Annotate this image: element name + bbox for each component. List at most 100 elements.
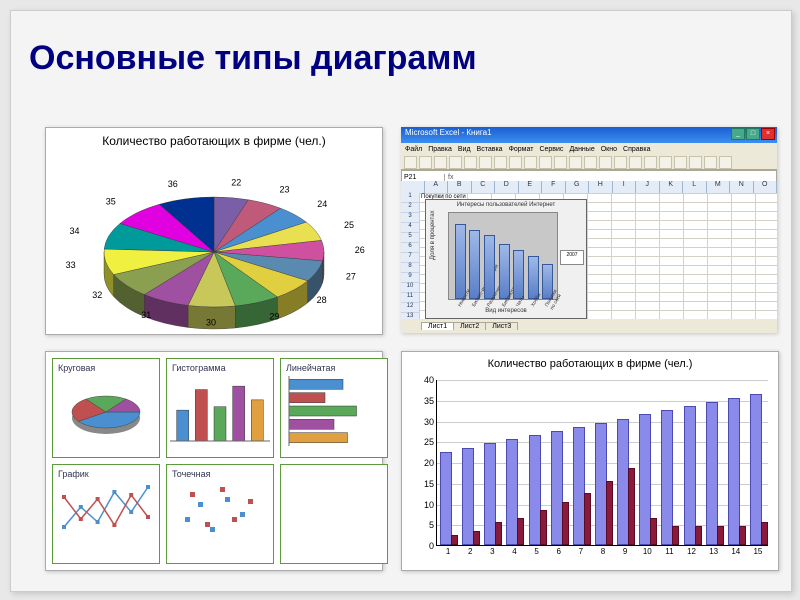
row-header[interactable]: 7 bbox=[401, 253, 419, 263]
sheet-tab[interactable]: Лист1 bbox=[421, 322, 454, 330]
row-header[interactable]: 8 bbox=[401, 263, 419, 273]
row-header[interactable]: 4 bbox=[401, 223, 419, 233]
maximize-button[interactable]: □ bbox=[746, 128, 760, 140]
x-tick-label: 4 bbox=[512, 545, 516, 556]
sheet-tab[interactable]: Лист2 bbox=[453, 322, 486, 330]
toolbar-button[interactable] bbox=[569, 156, 582, 169]
column-header[interactable]: A bbox=[425, 181, 449, 193]
column-header[interactable]: O bbox=[754, 181, 778, 193]
embedded-bar bbox=[484, 235, 495, 299]
toolbar-button[interactable] bbox=[419, 156, 432, 169]
pie-chart-plot: 222324252627282930313233343536 bbox=[46, 150, 382, 330]
excel-embedded-chart[interactable]: Интересы пользователей Интернет Доля в п… bbox=[425, 199, 587, 319]
minimize-button[interactable]: _ bbox=[731, 128, 745, 140]
toolbar-button[interactable] bbox=[434, 156, 447, 169]
toolbar-button[interactable] bbox=[464, 156, 477, 169]
bar-series-2 bbox=[761, 522, 768, 545]
chart-type-cell: Круговая bbox=[52, 358, 160, 458]
chart-type-preview bbox=[284, 376, 384, 446]
row-header[interactable]: 1 bbox=[401, 193, 419, 203]
toolbar-button[interactable] bbox=[524, 156, 537, 169]
x-tick-label: 2 bbox=[468, 545, 472, 556]
column-header[interactable]: J bbox=[636, 181, 660, 193]
column-header[interactable]: C bbox=[472, 181, 496, 193]
column-header[interactable]: G bbox=[566, 181, 590, 193]
excel-menu-item[interactable]: Вставка bbox=[477, 146, 503, 153]
excel-formula-fx: fx bbox=[445, 174, 456, 181]
column-header[interactable]: H bbox=[589, 181, 613, 193]
excel-toolbar[interactable] bbox=[401, 155, 777, 170]
row-header[interactable]: 10 bbox=[401, 283, 419, 293]
column-header[interactable] bbox=[401, 181, 425, 193]
y-tick-label: 20 bbox=[424, 458, 437, 468]
column-header[interactable]: N bbox=[730, 181, 754, 193]
toolbar-button[interactable] bbox=[539, 156, 552, 169]
excel-sheet-tabs[interactable]: Лист1Лист2Лист3 bbox=[401, 319, 777, 333]
row-header[interactable]: 9 bbox=[401, 273, 419, 283]
row-header[interactable]: 6 bbox=[401, 243, 419, 253]
toolbar-button[interactable] bbox=[479, 156, 492, 169]
chart-type-preview bbox=[170, 376, 270, 446]
svg-text:26: 26 bbox=[355, 245, 365, 255]
excel-menu-item[interactable]: Данные bbox=[569, 146, 594, 153]
sheet-tab[interactable]: Лист3 bbox=[485, 322, 518, 330]
column-header[interactable]: M bbox=[707, 181, 731, 193]
toolbar-button[interactable] bbox=[494, 156, 507, 169]
bar-series-2 bbox=[650, 518, 657, 545]
excel-menu-item[interactable]: Формат bbox=[509, 146, 534, 153]
column-header[interactable]: B bbox=[448, 181, 472, 193]
excel-titlebar: Microsoft Excel - Книга1 _ □ × bbox=[401, 127, 777, 143]
column-header[interactable]: I bbox=[613, 181, 637, 193]
excel-row-headers[interactable]: 1234567891011121314 bbox=[401, 193, 420, 319]
chart-type-preview bbox=[170, 482, 270, 552]
svg-text:22: 22 bbox=[231, 177, 241, 187]
column-header[interactable]: E bbox=[519, 181, 543, 193]
excel-menu-item[interactable]: Файл bbox=[405, 146, 422, 153]
slide: Основные типы диаграмм Количество работа… bbox=[10, 10, 792, 592]
toolbar-button[interactable] bbox=[704, 156, 717, 169]
toolbar-button[interactable] bbox=[404, 156, 417, 169]
x-tick-label: 6 bbox=[556, 545, 560, 556]
toolbar-button[interactable] bbox=[689, 156, 702, 169]
toolbar-button[interactable] bbox=[629, 156, 642, 169]
bar-series-2 bbox=[473, 531, 480, 545]
row-header[interactable]: 3 bbox=[401, 213, 419, 223]
column-header[interactable]: F bbox=[542, 181, 566, 193]
toolbar-button[interactable] bbox=[674, 156, 687, 169]
bar-series-1 bbox=[728, 398, 740, 545]
column-header[interactable]: D bbox=[495, 181, 519, 193]
grid-line bbox=[437, 401, 768, 402]
toolbar-button[interactable] bbox=[659, 156, 672, 169]
x-tick-label: 13 bbox=[709, 545, 718, 556]
excel-menu-item[interactable]: Справка bbox=[623, 146, 650, 153]
x-tick-label: 3 bbox=[490, 545, 494, 556]
excel-name-box[interactable]: P21 bbox=[404, 174, 445, 181]
row-header[interactable]: 2 bbox=[401, 203, 419, 213]
row-header[interactable]: 11 bbox=[401, 293, 419, 303]
excel-menu-item[interactable]: Правка bbox=[428, 146, 452, 153]
excel-menubar[interactable]: Файл Правка Вид Вставка Формат Сервис Данные Ок… bbox=[401, 143, 777, 155]
excel-menu-item[interactable]: Вид bbox=[458, 146, 471, 153]
toolbar-button[interactable] bbox=[554, 156, 567, 169]
bar-series-2 bbox=[717, 526, 724, 545]
x-tick-label: 5 bbox=[534, 545, 538, 556]
row-header[interactable]: 5 bbox=[401, 233, 419, 243]
column-header[interactable]: K bbox=[660, 181, 684, 193]
close-button[interactable]: × bbox=[761, 128, 775, 140]
toolbar-button[interactable] bbox=[644, 156, 657, 169]
toolbar-button[interactable] bbox=[449, 156, 462, 169]
excel-grid[interactable]: ABCDEFGHIJKLMNO 1234567891011121314 Поку… bbox=[401, 181, 777, 319]
excel-cells[interactable]: Покупки по сети Интересы пользователей И… bbox=[419, 193, 777, 319]
toolbar-button[interactable] bbox=[719, 156, 732, 169]
bar-series-2 bbox=[451, 535, 458, 545]
bar-series-1 bbox=[661, 410, 673, 545]
toolbar-button[interactable] bbox=[614, 156, 627, 169]
column-header[interactable]: L bbox=[683, 181, 707, 193]
excel-menu-item[interactable]: Окно bbox=[601, 146, 617, 153]
toolbar-button[interactable] bbox=[509, 156, 522, 169]
row-header[interactable]: 12 bbox=[401, 303, 419, 313]
embedded-chart-ylabel: Доля в процентах bbox=[430, 210, 436, 260]
toolbar-button[interactable] bbox=[584, 156, 597, 169]
excel-menu-item[interactable]: Сервис bbox=[539, 146, 563, 153]
toolbar-button[interactable] bbox=[599, 156, 612, 169]
